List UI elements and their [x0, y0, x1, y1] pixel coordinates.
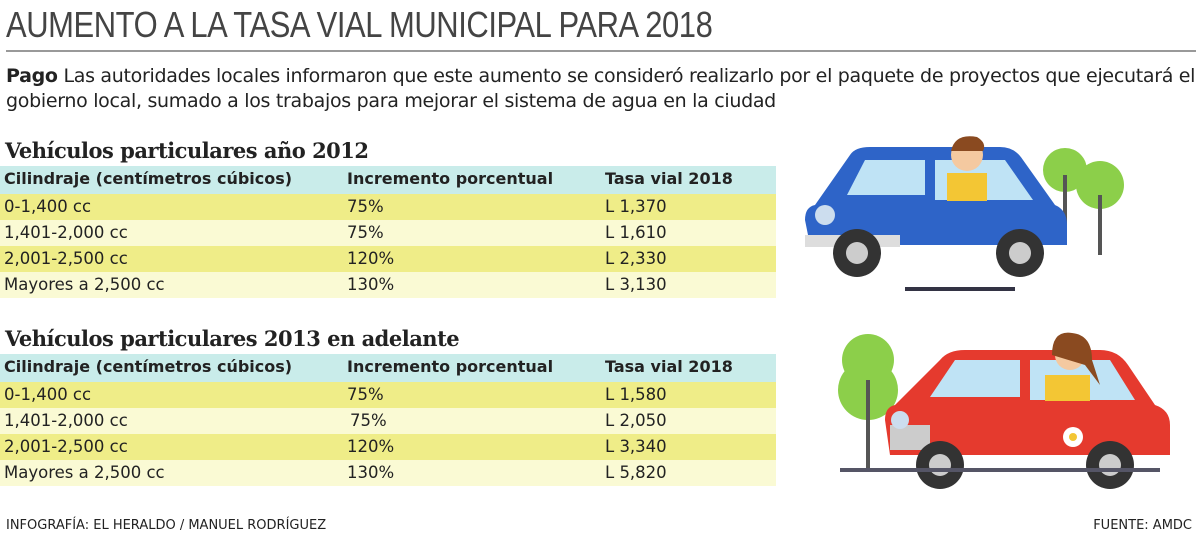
blue-car-illustration	[805, 136, 1124, 291]
table-heading: Vehículos particulares año 2012	[5, 138, 369, 163]
table-row: 0-1,400 cc 75% L 1,580	[0, 382, 776, 408]
cell: L 2,330	[605, 249, 667, 268]
cell: L 5,820	[605, 463, 667, 482]
intro-label: Pago	[6, 65, 58, 87]
header-row: Cilindraje (centímetros cúbicos) Incremen…	[0, 354, 776, 382]
column-header: Cilindraje (centímetros cúbicos)	[4, 357, 293, 376]
cell: L 3,340	[605, 437, 667, 456]
table-heading: Vehículos particulares 2013 en adelante	[5, 326, 460, 351]
cell: 0-1,400 cc	[4, 197, 92, 216]
cell: 75%	[347, 197, 384, 216]
red-car-illustration	[838, 332, 1170, 489]
cell: 130%	[347, 463, 395, 482]
column-header: Cilindraje (centímetros cúbicos)	[4, 169, 293, 188]
column-header: Tasa vial 2018	[605, 169, 733, 188]
cell: 0-1,400 cc	[4, 385, 92, 404]
source: FUENTE: AMDC	[1093, 518, 1192, 533]
column-header: Incremento porcentual	[347, 169, 554, 188]
intro-text: Las autoridades locales informaron que e…	[6, 65, 1196, 112]
cell: 120%	[347, 437, 395, 456]
table-row: Mayores a 2,500 cc 130% L 5,820	[0, 460, 776, 486]
cell: 2,001-2,500 cc	[4, 249, 128, 268]
table: Vehículos particulares año 2012 Cilindraj…	[0, 138, 776, 298]
table-row: 1,401-2,000 cc 75% L 1,610	[0, 220, 776, 246]
cell: 130%	[347, 275, 395, 294]
intro: Pago Las autoridades locales informaron …	[6, 64, 1196, 114]
table-row: 1,401-2,000 cc 75% L 2,050	[0, 408, 776, 434]
table-row: 2,001-2,500 cc 120% L 2,330	[0, 246, 776, 272]
table-row: 0-1,400 cc 75% L 1,370	[0, 194, 776, 220]
cell: 75%	[350, 411, 387, 430]
cell: 2,001-2,500 cc	[4, 437, 128, 456]
table: Vehículos particulares 2013 en adelante C…	[0, 326, 776, 486]
cell: L 3,130	[605, 275, 667, 294]
cell: 75%	[347, 385, 384, 404]
table-row: Mayores a 2,500 cc 130% L 3,130	[0, 272, 776, 298]
cell: 120%	[347, 249, 395, 268]
column-header: Tasa vial 2018	[605, 357, 733, 376]
cell: Mayores a 2,500 cc	[4, 463, 165, 482]
credit: INFOGRAFÍA: EL HERALDO / MANUEL RODRÍGUE…	[6, 518, 327, 533]
title-rule	[6, 50, 1196, 52]
cell: L 1,580	[605, 385, 667, 404]
cell: 1,401-2,000 cc	[4, 411, 128, 430]
cell: L 2,050	[605, 411, 667, 430]
table-row: 2,001-2,500 cc 120% L 3,340	[0, 434, 776, 460]
cell: L 1,610	[605, 223, 667, 242]
cell: Mayores a 2,500 cc	[4, 275, 165, 294]
cell: 75%	[347, 223, 384, 242]
column-header: Incremento porcentual	[347, 357, 554, 376]
cell: 1,401-2,000 cc	[4, 223, 128, 242]
cell: L 1,370	[605, 197, 667, 216]
title: AUMENTO A LA TASA VIAL MUNICIPAL PARA 20…	[6, 4, 713, 45]
header-row: Cilindraje (centímetros cúbicos) Incremen…	[0, 166, 776, 194]
